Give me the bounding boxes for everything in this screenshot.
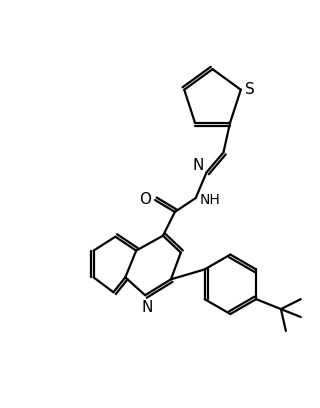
- Text: N: N: [193, 158, 204, 173]
- Text: O: O: [139, 191, 151, 206]
- Text: S: S: [245, 82, 255, 97]
- Text: NH: NH: [199, 193, 220, 207]
- Text: N: N: [141, 299, 153, 315]
